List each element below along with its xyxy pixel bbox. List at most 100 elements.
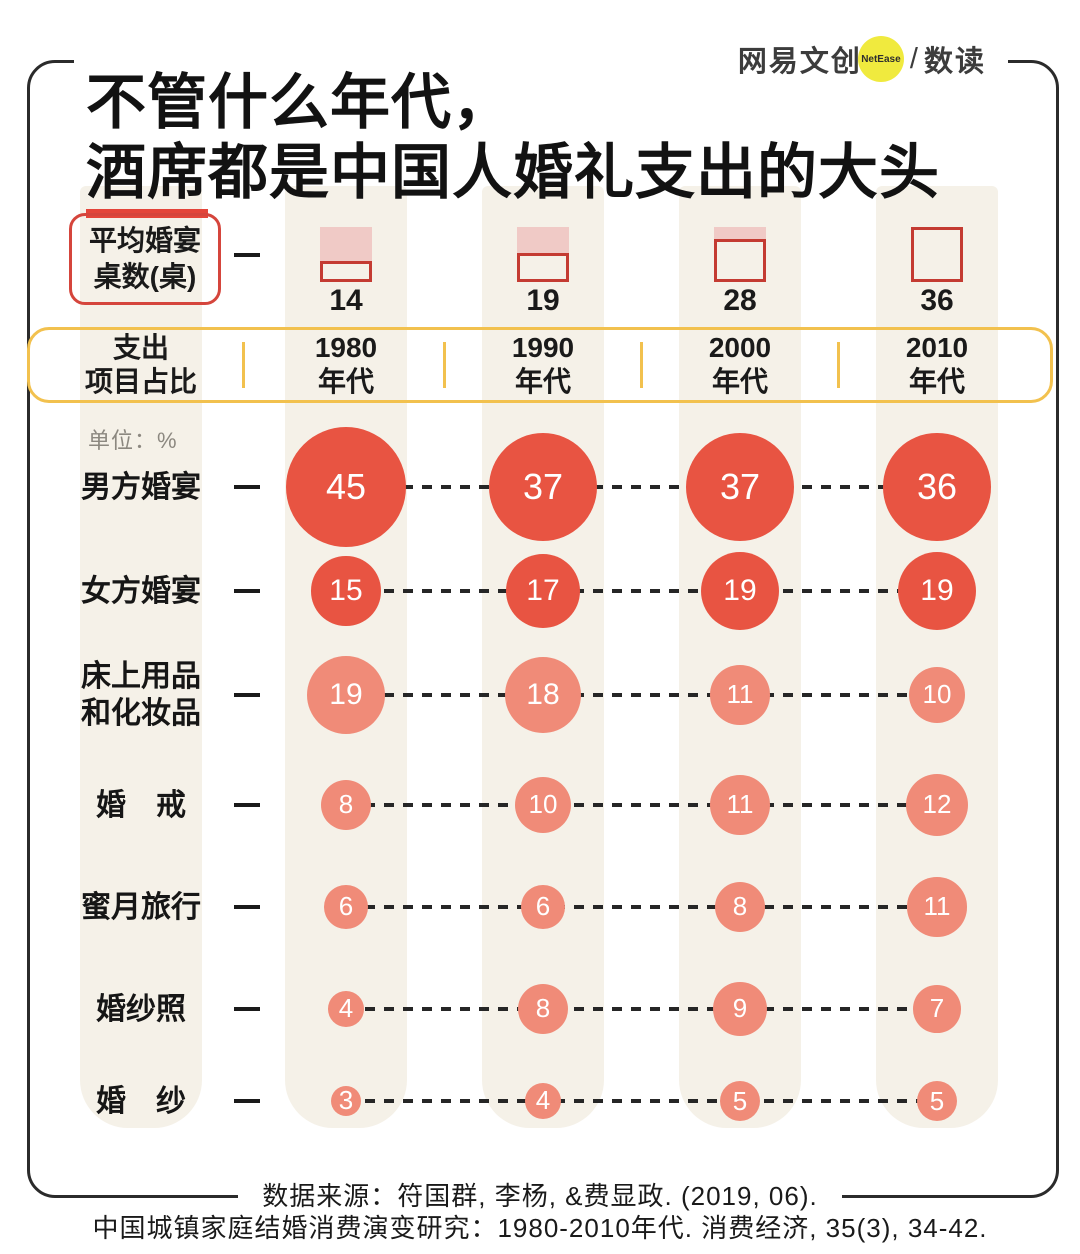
row-label-line: 蜜月旅行	[81, 890, 201, 924]
row-connector	[346, 1007, 937, 1011]
decade-column-strip	[679, 186, 801, 1128]
bubble-床上用品和化妆品-1990年代: 18	[505, 657, 581, 733]
bubble-蜜月旅行-2000年代: 8	[714, 881, 766, 933]
decade-column-header: 1980 年代	[266, 331, 426, 399]
row-label-婚戒: 婚 戒	[51, 787, 231, 824]
header-label-line2: 项目占比	[84, 366, 197, 397]
decade-suffix: 年代	[514, 366, 571, 397]
table-outline	[714, 239, 766, 282]
row-dash	[234, 693, 260, 697]
header-divider	[242, 342, 245, 388]
decade-suffix: 年代	[908, 366, 965, 397]
bubble-蜜月旅行-1980年代: 6	[324, 885, 368, 929]
bubble-婚戒-2000年代: 11	[710, 775, 770, 835]
banquet-table-count: 19	[526, 284, 560, 317]
table-fill-remainder	[517, 227, 569, 253]
title-underlined-word: 酒席	[86, 139, 208, 219]
bubble-男方婚宴-2000年代: 37	[685, 432, 795, 542]
row-connector	[346, 589, 937, 593]
row-label-婚纱: 婚 纱	[51, 1083, 231, 1120]
unit-note: 单位：%	[88, 428, 178, 453]
row-dash	[234, 485, 260, 489]
bubble-蜜月旅行-2010年代: 11	[907, 877, 967, 937]
row-label-婚纱照: 婚纱照	[51, 991, 231, 1028]
title-line1: 不管什么年代，	[86, 69, 513, 137]
bubble-女方婚宴-2010年代: 19	[898, 552, 976, 630]
row-label-床上用品和化妆品: 床上用品 和化妆品	[51, 658, 231, 732]
table-outline	[517, 253, 569, 282]
bubble-男方婚宴-1990年代: 37	[488, 432, 598, 542]
row-label-男方婚宴: 男方婚宴	[51, 469, 231, 506]
row-connector	[346, 803, 937, 807]
logo-product-text: 数读	[923, 46, 986, 78]
bubble-婚纱照-2010年代: 7	[913, 985, 961, 1033]
bubble-蜜月旅行-1990年代: 6	[521, 885, 565, 929]
header-divider	[443, 342, 446, 388]
frame-top-mask	[74, 52, 1008, 70]
netease-badge-icon: NetEase	[857, 36, 904, 82]
row-label-line: 和化妆品	[81, 697, 201, 730]
banquet-label-line2: 桌数(桌)	[93, 261, 197, 292]
bubble-婚纱照-2000年代: 9	[713, 982, 767, 1036]
banquet-tables-label: 平均婚宴 桌数(桌)	[69, 213, 221, 305]
decade-year: 2000	[708, 332, 772, 363]
row-connector	[346, 693, 937, 697]
bubble-女方婚宴-1990年代: 17	[506, 554, 580, 628]
table-fill-remainder	[714, 227, 766, 239]
table-outline	[320, 261, 372, 282]
title-line2-rest: 都是中国人婚礼支出的大头	[208, 139, 940, 207]
row-connector	[346, 485, 937, 489]
bubble-婚戒-2010年代: 12	[906, 774, 968, 836]
banquet-row-dash	[234, 253, 260, 257]
table-outline	[911, 227, 963, 282]
row-label-line: 婚 纱	[96, 1084, 186, 1118]
row-dash	[234, 1007, 260, 1011]
label-column-strip	[80, 186, 202, 1128]
bubble-婚纱照-1980年代: 4	[328, 991, 364, 1027]
bubble-婚纱-2000年代: 5	[720, 1081, 760, 1121]
banquet-table-count: 36	[920, 284, 954, 317]
decade-suffix: 年代	[317, 366, 374, 397]
bubble-婚纱-1980年代: 3	[330, 1085, 362, 1117]
data-source-line2: 中国城镇家庭结婚消费演变研究：1980-2010年代. 消费经济, 35(3),…	[92, 1213, 988, 1243]
bubble-床上用品和化妆品-1980年代: 19	[307, 656, 385, 734]
row-dash	[234, 1099, 260, 1103]
data-source-text1: 数据来源：符国群, 李杨, &费显政. (2019, 06).	[238, 1181, 842, 1211]
bubble-婚纱-2010年代: 5	[917, 1081, 957, 1121]
decade-header-band	[27, 327, 1053, 403]
decade-column-header: 2010 年代	[857, 331, 1017, 399]
header-divider	[640, 342, 643, 388]
row-label-女方婚宴: 女方婚宴	[51, 573, 231, 610]
bubble-女方婚宴-1980年代: 15	[311, 556, 381, 626]
expense-share-header: 支出 项目占比	[61, 331, 221, 399]
logo-brand-text: 网易文创	[737, 46, 862, 78]
bubble-床上用品和化妆品-2010年代: 10	[908, 666, 966, 724]
logo-slash: /	[909, 42, 920, 75]
bubble-男方婚宴-2010年代: 36	[883, 433, 991, 541]
bubble-床上用品和化妆品-2000年代: 11	[710, 665, 770, 725]
decade-column-header: 1990 年代	[463, 331, 623, 399]
table-fill-remainder	[320, 227, 372, 261]
bubble-婚纱照-1990年代: 8	[517, 983, 569, 1035]
bubble-女方婚宴-2000年代: 19	[701, 552, 779, 630]
banquet-table-icon	[517, 227, 569, 282]
decade-year: 2010	[905, 332, 969, 363]
banquet-table-count: 14	[329, 284, 363, 317]
decade-column-header: 2000 年代	[660, 331, 820, 399]
decade-column-strip	[482, 186, 604, 1128]
decade-column-strip	[876, 186, 998, 1128]
bubble-男方婚宴-1980年代: 45	[286, 427, 406, 547]
banquet-label-line1: 平均婚宴	[88, 225, 201, 256]
decade-year: 1980	[314, 332, 378, 363]
netease-shudu-logo: 网易文创 NetEase / 数读	[738, 36, 986, 82]
page-title: 不管什么年代， 酒席都是中国人婚礼支出的大头	[86, 68, 940, 219]
row-dash	[234, 589, 260, 593]
decade-suffix: 年代	[711, 366, 768, 397]
decade-year: 1990	[511, 332, 575, 363]
row-label-line: 男方婚宴	[81, 470, 201, 504]
row-connector	[346, 905, 937, 909]
row-label-line: 女方婚宴	[81, 574, 201, 608]
row-label-line: 床上用品	[81, 660, 201, 693]
row-label-line: 婚 戒	[96, 788, 186, 822]
